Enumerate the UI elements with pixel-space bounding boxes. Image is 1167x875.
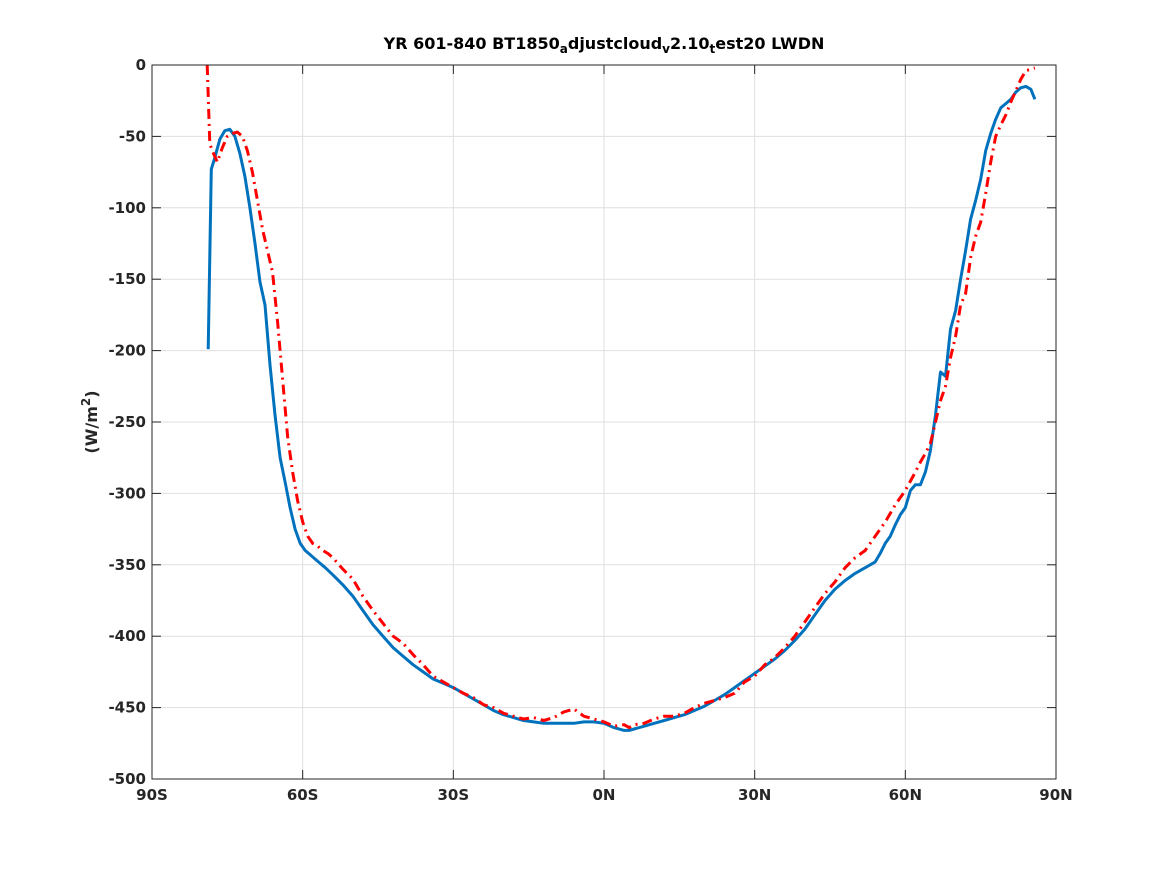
title-subscript: v bbox=[662, 42, 670, 56]
x-tick-label: 0N bbox=[593, 786, 616, 804]
data-series bbox=[205, 64, 1037, 732]
x-tick-label: 60S bbox=[287, 786, 319, 804]
y-tick-label: -50 bbox=[119, 127, 146, 145]
x-tick-label: 60N bbox=[889, 786, 922, 804]
y-axis-tick-labels: 0 -50 -100 -150 -200 -250 -300 -350 -400 -450 -500 bbox=[108, 56, 146, 788]
x-tick-label: 90S bbox=[136, 786, 168, 804]
title-segment: YR 601-840 BT1850 bbox=[383, 34, 560, 53]
title-segment: 2.10 bbox=[670, 34, 709, 53]
y-tick-label: -250 bbox=[108, 413, 146, 431]
axis-ticks bbox=[151, 64, 1057, 780]
chart-title: YR 601-840 BT1850adjustcloudv2.10test20 … bbox=[383, 34, 825, 56]
title-segment: est20 LWDN bbox=[715, 34, 824, 53]
y-tick-label: -300 bbox=[108, 484, 146, 502]
y-label-suffix: ) bbox=[82, 390, 101, 397]
x-axis-tick-labels: 90S 60S 30S 0N 30N 60N 90N bbox=[136, 786, 1073, 804]
y-tick-label: -100 bbox=[108, 199, 146, 217]
title-segment: djustcloud bbox=[568, 34, 662, 53]
y-tick-label: -400 bbox=[108, 627, 146, 645]
y-tick-label: -350 bbox=[108, 556, 146, 574]
x-tick-label: 30N bbox=[738, 786, 771, 804]
y-tick-label: -200 bbox=[108, 342, 146, 360]
x-tick-label: 90N bbox=[1039, 786, 1072, 804]
y-tick-label: 0 bbox=[136, 56, 146, 74]
y-axis-label: (W/m2) bbox=[79, 390, 101, 453]
y-tick-label: -150 bbox=[108, 270, 146, 288]
title-subscript: a bbox=[560, 42, 568, 56]
y-label-superscript: 2 bbox=[79, 398, 93, 406]
series-line-2-dashdot bbox=[205, 64, 1036, 730]
y-tick-label: -450 bbox=[108, 699, 146, 717]
y-tick-label: -500 bbox=[108, 770, 146, 788]
x-tick-label: 30S bbox=[437, 786, 469, 804]
title-subscript: t bbox=[709, 42, 715, 56]
series-line-1-solid bbox=[206, 84, 1037, 732]
y-label-prefix: (W/m bbox=[82, 406, 101, 453]
